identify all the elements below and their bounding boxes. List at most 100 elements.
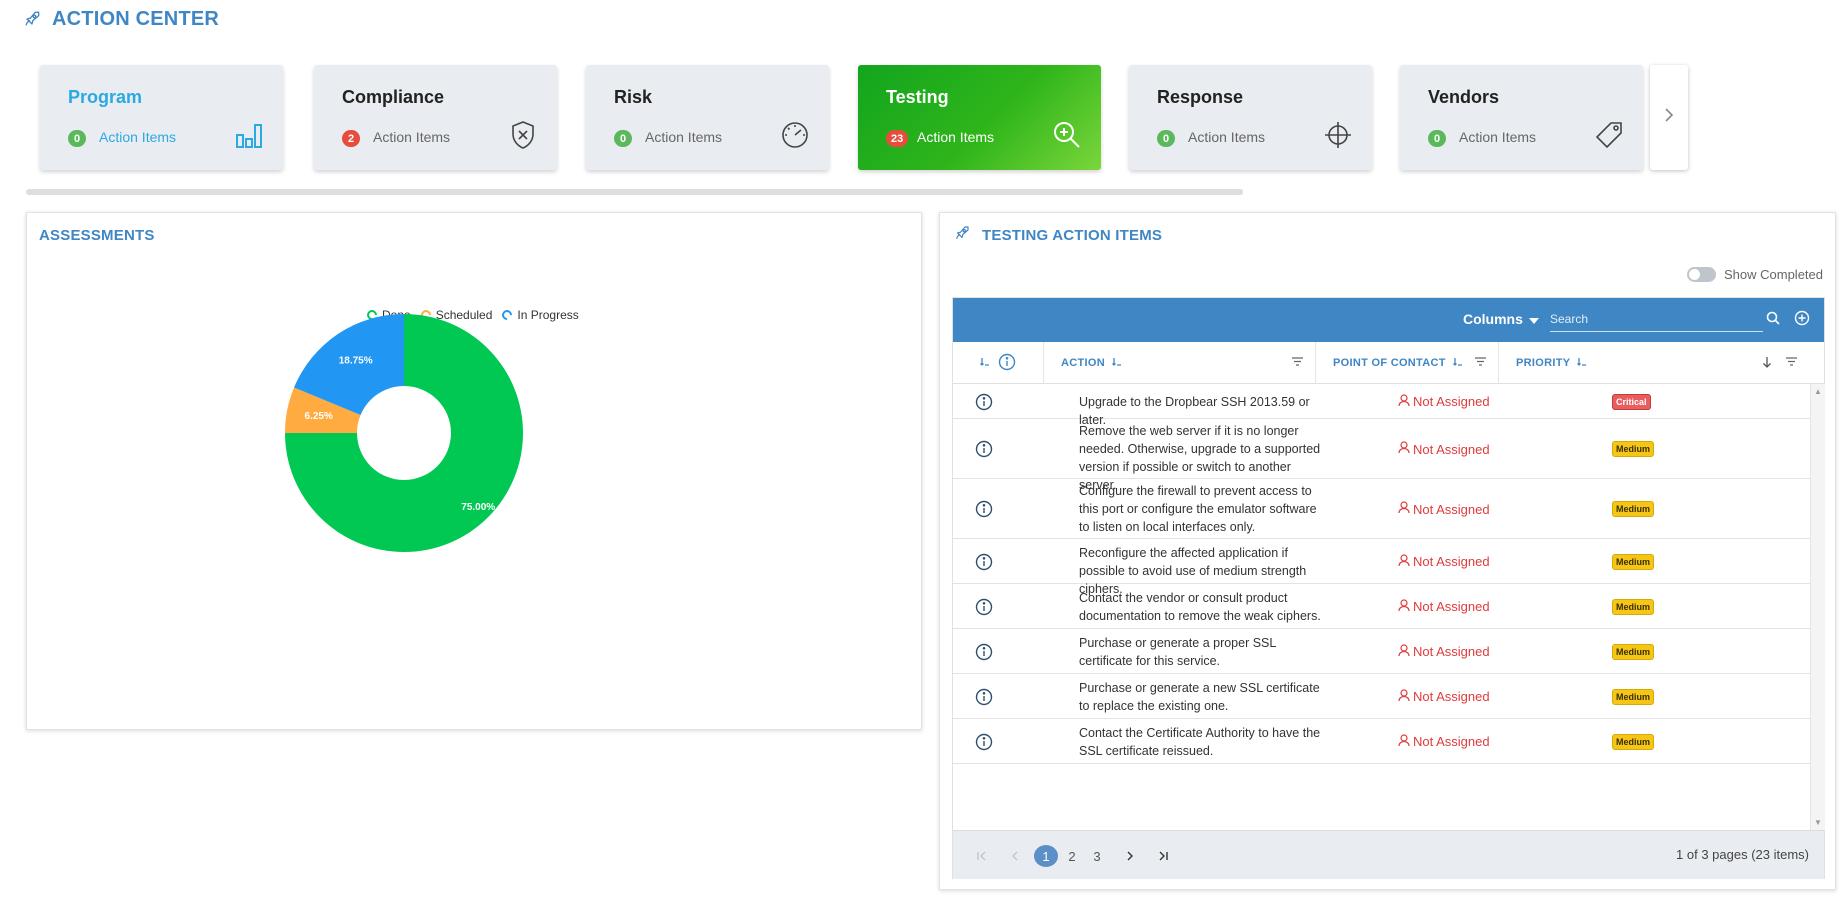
add-circle-icon[interactable] [1794, 310, 1810, 331]
testing-action-items-panel: TESTING ACTION ITEMS Show Completed Colu… [939, 212, 1836, 890]
sort-icon[interactable] [1452, 357, 1463, 370]
action-cell: Purchase or generate a proper SSL certif… [1079, 635, 1276, 668]
info-circle-icon[interactable] [975, 393, 993, 416]
poc-cell[interactable]: Not Assigned [1398, 733, 1490, 750]
table-row[interactable]: Configure the firewall to prevent access… [953, 479, 1810, 539]
sort-icon[interactable] [980, 357, 990, 370]
show-completed-toggle[interactable] [1687, 267, 1716, 282]
pie-slice-scheduled[interactable] [285, 387, 361, 433]
table-row[interactable]: Contact the vendor or consult product do… [953, 584, 1810, 629]
show-completed-label: Show Completed [1724, 267, 1823, 282]
sort-descending-icon[interactable] [1762, 356, 1772, 371]
card-vendors[interactable]: Vendors 0 Action Items [1400, 65, 1643, 170]
pie-slice-done[interactable] [285, 314, 523, 552]
poc-label: Not Assigned [1413, 734, 1490, 749]
prev-page-button[interactable] [1003, 845, 1027, 867]
card-title: Response [1157, 87, 1244, 107]
pie-slice-in-progress[interactable] [294, 314, 404, 416]
info-circle-icon[interactable] [975, 440, 993, 463]
grid-body: Upgrade to the Dropbear SSH 2013.59 or l… [953, 384, 1810, 830]
page-button-1[interactable]: 1 [1034, 845, 1058, 867]
grid-vertical-scrollbar[interactable]: ▲ ▼ [1810, 384, 1825, 830]
info-circle-icon[interactable] [975, 733, 993, 756]
card-compliance[interactable]: Compliance 2 Action Items [314, 65, 557, 170]
rocket-icon [22, 9, 42, 29]
data-label: 18.75% [339, 356, 373, 367]
poc-cell[interactable]: Not Assigned [1398, 393, 1490, 410]
priority-badge: Medium [1612, 501, 1655, 517]
poc-cell[interactable]: Not Assigned [1398, 441, 1490, 457]
page-button-3[interactable]: 3 [1093, 848, 1101, 864]
action-cell: Contact the vendor or consult product do… [1079, 590, 1321, 623]
priority-badge: Medium [1612, 733, 1655, 750]
scroll-down-icon[interactable]: ▼ [1814, 818, 1822, 827]
priority-badge: Medium [1612, 441, 1655, 457]
header-priority[interactable]: PRIORITY [1499, 342, 1810, 384]
columns-button[interactable]: Columns [1463, 311, 1539, 327]
priority-badge: Medium [1612, 553, 1655, 570]
action-cell: Purchase or generate a new SSL certifica… [1079, 680, 1320, 713]
table-row[interactable]: Purchase or generate a proper SSL certif… [953, 629, 1810, 674]
table-row[interactable]: Reconfigure the affected application if … [953, 539, 1810, 596]
card-testing[interactable]: Testing 23 Action Items [858, 65, 1101, 170]
sort-icon[interactable] [1577, 357, 1587, 370]
poc-label: Not Assigned [1413, 501, 1490, 517]
poc-cell[interactable]: Not Assigned [1398, 688, 1490, 705]
scroll-up-icon[interactable]: ▲ [1814, 387, 1822, 396]
user-icon [1398, 501, 1410, 517]
search-icon[interactable] [1766, 311, 1780, 330]
last-page-button[interactable] [1151, 845, 1175, 867]
user-icon [1398, 393, 1410, 410]
testing-panel-title: TESTING ACTION ITEMS [982, 227, 1163, 244]
table-row[interactable]: Contact the Certificate Authority to hav… [953, 719, 1810, 764]
sort-icon[interactable] [1112, 357, 1122, 370]
page-header: ACTION CENTER [22, 4, 219, 34]
legend-item-in-progress[interactable]: In Progress [500, 307, 579, 323]
header-point-of-contact[interactable]: POINT OF CONTACT [1316, 342, 1499, 384]
info-circle-icon [998, 353, 1016, 374]
poc-cell[interactable]: Not Assigned [1398, 598, 1490, 615]
caret-down-icon [1528, 311, 1539, 327]
info-circle-icon[interactable] [975, 643, 993, 666]
header-action[interactable]: ACTION [1044, 342, 1316, 384]
info-circle-icon[interactable] [975, 598, 993, 621]
page-button-2[interactable]: 2 [1068, 848, 1076, 864]
card-title: Risk [614, 87, 653, 107]
search-input[interactable] [1550, 306, 1763, 332]
filter-icon[interactable] [1292, 357, 1303, 369]
filter-icon[interactable] [1786, 357, 1797, 369]
action-items-grid: Columns ACTIO [952, 297, 1825, 879]
user-icon [1398, 688, 1410, 705]
legend-item-scheduled[interactable]: Scheduled [418, 307, 492, 323]
assessments-donut-chart: 75.00% 6.25% 18.75% [285, 314, 523, 552]
card-title: Testing [886, 87, 949, 107]
grid-toolbar: Columns [953, 298, 1824, 342]
columns-label: Columns [1463, 311, 1523, 327]
info-circle-icon[interactable] [975, 688, 993, 711]
poc-cell[interactable]: Not Assigned [1398, 501, 1490, 517]
table-row[interactable]: Upgrade to the Dropbear SSH 2013.59 or l… [953, 384, 1810, 427]
card-program[interactable]: Program 0 Action Items [40, 65, 283, 170]
count-badge: 23 [886, 130, 909, 147]
cards-horizontal-scrollbar[interactable] [26, 189, 1243, 195]
assessments-panel: ASSESSMENTS Done Scheduled In Progress 7… [26, 212, 922, 730]
table-row[interactable]: Purchase or generate a new SSL certifica… [953, 674, 1810, 719]
poc-cell[interactable]: Not Assigned [1398, 553, 1490, 570]
card-response[interactable]: Response 0 Action Items [1129, 65, 1372, 170]
bar-chart-icon [233, 119, 265, 151]
cards-next-button[interactable] [1650, 65, 1688, 170]
poc-cell[interactable]: Not Assigned [1398, 643, 1490, 660]
card-risk[interactable]: Risk 0 Action Items [586, 65, 829, 170]
priority-badge: Medium [1612, 688, 1655, 705]
first-page-button[interactable] [970, 845, 994, 867]
pager-info: 1 of 3 pages (23 items) [1676, 847, 1809, 862]
filter-icon[interactable] [1475, 357, 1486, 369]
info-circle-icon[interactable] [975, 500, 993, 523]
zoom-in-icon [1051, 119, 1083, 151]
data-label: 75.00% [461, 502, 495, 513]
info-circle-icon[interactable] [975, 553, 993, 576]
header-priority-label: PRIORITY [1516, 357, 1571, 369]
next-page-button[interactable] [1118, 845, 1142, 867]
user-icon [1398, 643, 1410, 660]
table-row[interactable]: Remove the web server if it is no longer… [953, 419, 1810, 492]
